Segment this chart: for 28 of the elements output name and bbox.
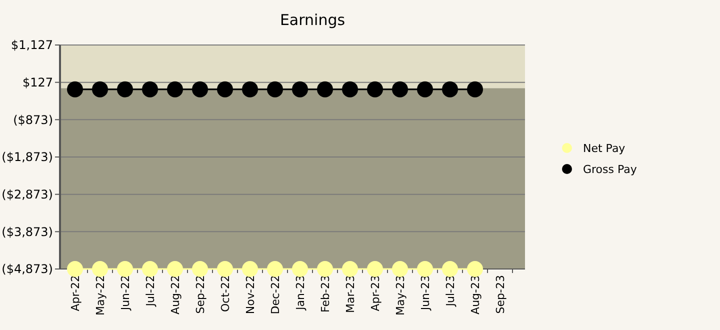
y-tick-label: ($2,873) (2, 188, 53, 202)
x-tick-label: Sep-23 (494, 275, 507, 314)
legend-label: Net Pay (583, 142, 626, 155)
x-tick-label: Jul-23 (444, 275, 457, 308)
x-tick-label: Mar-23 (344, 275, 357, 314)
x-tick-label: Apr-23 (369, 275, 382, 312)
x-tick-label: Sep-22 (194, 275, 207, 314)
y-tick-label: $127 (22, 76, 53, 90)
legend-label: Gross Pay (583, 162, 638, 176)
y-tick-label: ($4,873) (2, 262, 53, 276)
x-tick-label: May-23 (394, 275, 407, 316)
x-tick-label: May-22 (94, 275, 107, 316)
x-tick-label: Apr-22 (69, 275, 82, 312)
x-tick-label: Oct-22 (219, 275, 232, 312)
x-tick-label: Aug-23 (469, 275, 482, 314)
y-tick-label: ($3,873) (2, 224, 53, 239)
x-tick-label: Aug-22 (169, 275, 182, 314)
x-tick-label: Jun-22 (119, 275, 132, 312)
chart-title: Earnings (280, 11, 346, 29)
x-tick-label: Dec-22 (269, 275, 282, 314)
x-tick-label: Feb-23 (319, 275, 332, 312)
y-tick-label: $1,127 (11, 38, 53, 52)
x-tick-label: Jun-23 (419, 275, 432, 312)
y-tick-label: ($873) (13, 112, 53, 127)
x-tick-label: Jan-23 (294, 275, 307, 311)
y-tick-label: ($1,873) (2, 150, 53, 164)
x-tick-label: Nov-22 (244, 275, 257, 314)
x-tick-label: Jul-22 (144, 275, 157, 308)
